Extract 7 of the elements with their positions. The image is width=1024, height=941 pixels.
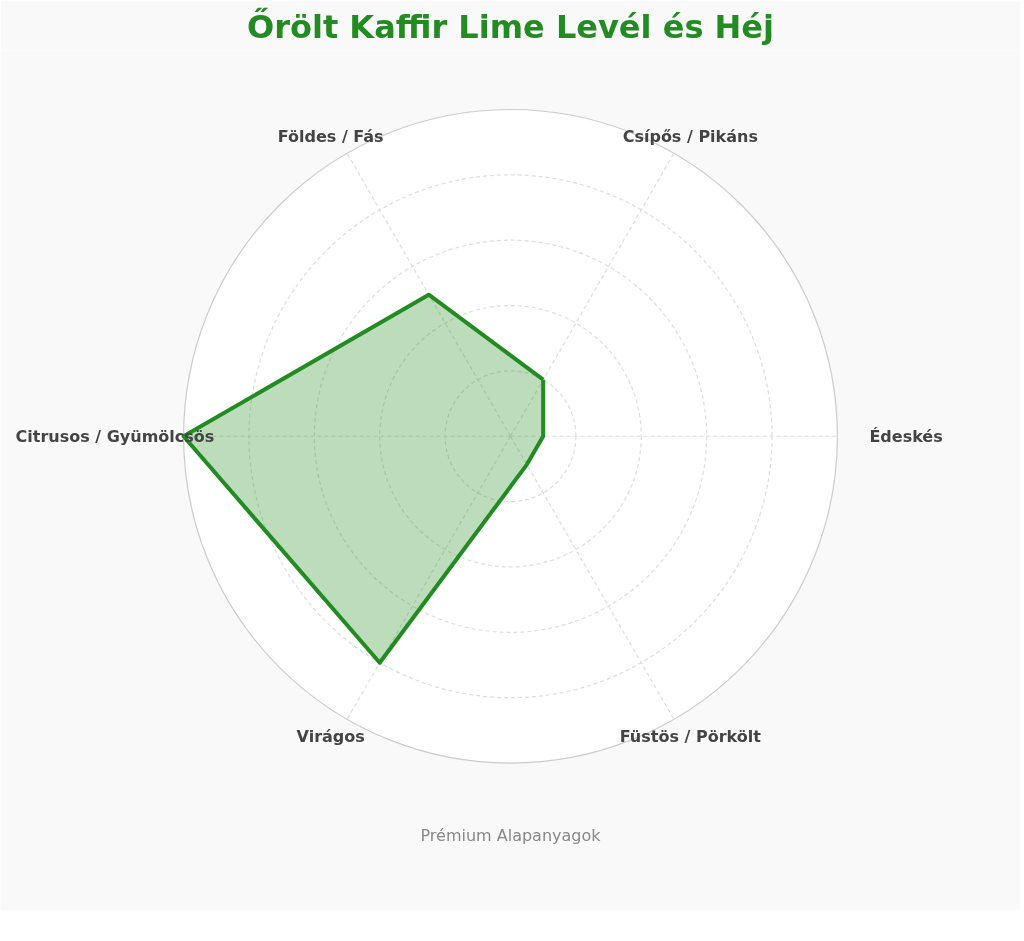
- spoke-label: Csípős / Pikáns: [622, 126, 758, 146]
- text: Prémium Alapanyagok: [420, 825, 602, 845]
- spoke-label: Édeskés: [869, 426, 943, 446]
- chart-title: Őrölt Kaffir Lime Levél és Héj: [246, 6, 775, 46]
- spoke-label: Füstös / Pörkölt: [619, 726, 762, 746]
- spoke-label: Földes / Fás: [277, 126, 384, 146]
- spoke-label: Virágos: [296, 726, 365, 746]
